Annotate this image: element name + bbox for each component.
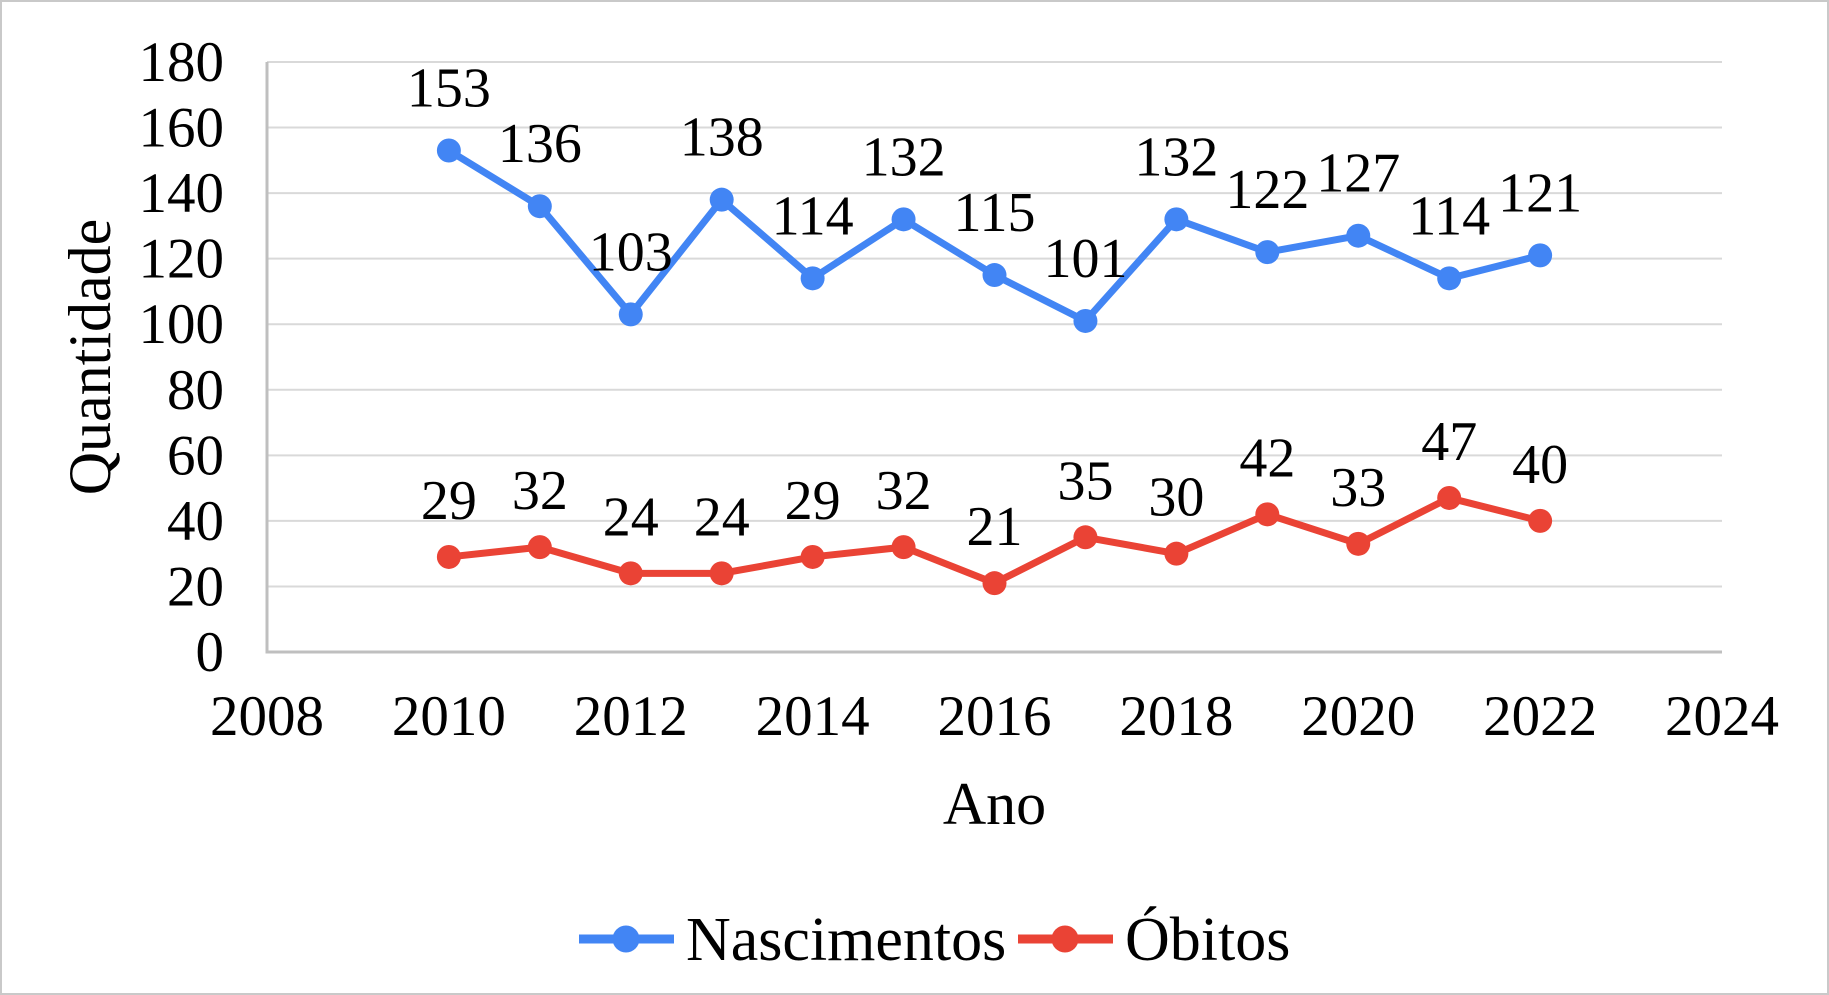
data-point-label: 40 [1512, 434, 1568, 496]
x-tick-label: 2014 [756, 685, 870, 748]
y-tick-label: 100 [139, 293, 225, 356]
legend-key-marker [612, 925, 640, 953]
data-point-label: 114 [772, 185, 854, 247]
data-point-marker [436, 138, 461, 163]
x-tick-label: 2016 [938, 685, 1052, 748]
data-point-marker [1528, 508, 1553, 533]
y-tick-label: 0 [196, 621, 225, 684]
y-tick-label: 140 [139, 162, 225, 225]
legend-item-nascimentos: Nascimentos [579, 906, 1006, 974]
data-point-label: 132 [862, 126, 946, 188]
data-point-marker [709, 561, 734, 586]
data-point-marker [1528, 243, 1553, 268]
legend-label: Óbitos [1125, 906, 1290, 974]
y-tick-label: 60 [167, 424, 224, 487]
legend-key-marker [1051, 925, 1079, 953]
data-point-marker [1164, 541, 1189, 566]
series-obitos: 29 32 24 24 29 32 21 35 30 42 33 47 40 [421, 411, 1568, 596]
y-tick-label: 80 [167, 359, 224, 422]
data-point-marker [618, 561, 643, 586]
data-point-marker [1346, 531, 1371, 556]
data-point-label: 127 [1316, 143, 1400, 205]
data-point-marker [1346, 223, 1371, 248]
data-point-marker [1255, 502, 1280, 527]
data-point-label: 32 [876, 460, 932, 522]
legend-item-obitos: Óbitos [1018, 906, 1290, 974]
data-point-marker [436, 544, 461, 569]
data-point-label: 101 [1043, 228, 1127, 290]
x-tick-label: 2020 [1301, 685, 1415, 748]
data-point-label: 24 [694, 486, 750, 548]
data-point-label: 153 [407, 58, 491, 120]
x-tick-label: 2010 [392, 685, 506, 748]
data-point-marker [800, 544, 825, 569]
data-point-marker [891, 207, 916, 232]
data-point-label: 30 [1148, 467, 1204, 529]
data-point-label: 42 [1239, 427, 1295, 489]
data-point-marker [527, 535, 552, 560]
gridlines [267, 61, 1722, 588]
data-point-label: 35 [1057, 450, 1113, 512]
data-point-marker [709, 187, 734, 212]
data-point-marker [1255, 240, 1280, 265]
y-tick-label: 40 [167, 490, 224, 553]
data-point-marker [800, 266, 825, 291]
data-point-label: 138 [680, 107, 764, 169]
data-point-marker [1437, 266, 1462, 291]
x-tick-label: 2018 [1119, 685, 1233, 748]
data-point-label: 47 [1421, 411, 1477, 473]
data-point-marker [1073, 525, 1098, 550]
data-point-marker [1164, 207, 1189, 232]
data-point-label: 21 [967, 496, 1023, 558]
legend: Nascimentos Óbitos [579, 906, 1290, 974]
data-point-label: 132 [1134, 126, 1218, 188]
data-point-label: 29 [785, 470, 841, 532]
data-point-marker [982, 263, 1007, 288]
x-tick-label: 2012 [574, 685, 688, 748]
data-point-label: 122 [1225, 159, 1309, 221]
data-point-label: 24 [603, 486, 659, 548]
data-point-marker [1073, 308, 1098, 333]
data-point-marker [982, 571, 1007, 596]
data-point-marker [1437, 485, 1462, 510]
legend-label: Nascimentos [686, 906, 1006, 974]
data-point-marker [527, 194, 552, 219]
data-point-label: 33 [1330, 457, 1386, 519]
y-tick-label: 120 [139, 228, 225, 291]
data-point-marker [618, 302, 643, 327]
data-point-label: 121 [1498, 162, 1582, 224]
data-point-marker [891, 535, 916, 560]
x-tick-label: 2008 [210, 685, 324, 748]
y-tick-label: 20 [167, 555, 224, 618]
data-point-label: 115 [954, 182, 1036, 244]
x-axis-ticks: 2008 2010 2012 2014 2016 2018 2020 2022 2024 [210, 685, 1779, 748]
data-point-label: 103 [589, 221, 673, 283]
y-tick-label: 180 [139, 31, 225, 94]
data-point-label: 114 [1408, 185, 1490, 247]
x-tick-label: 2024 [1665, 685, 1779, 748]
data-point-label: 32 [512, 460, 568, 522]
y-tick-label: 160 [139, 97, 225, 160]
x-axis-title: Ano [943, 771, 1046, 837]
x-tick-label: 2022 [1483, 685, 1597, 748]
y-axis-title: Quantidade [57, 219, 123, 496]
data-point-label: 136 [498, 113, 582, 175]
data-point-label: 29 [421, 470, 477, 532]
